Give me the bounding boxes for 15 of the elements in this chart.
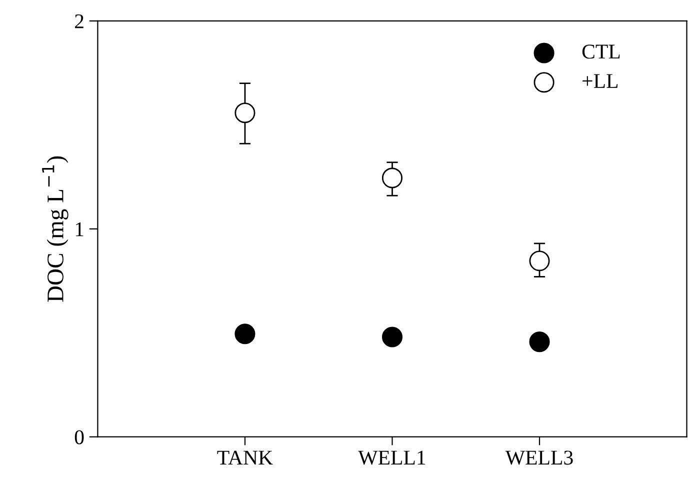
- point: [234, 102, 256, 124]
- point: [529, 332, 550, 352]
- point: [382, 326, 403, 348]
- x-tick-label: WELL3: [505, 450, 573, 465]
- y-tick-label: 2: [75, 14, 84, 28]
- x-tick-label: WELL1: [358, 450, 426, 465]
- x-tick-label: TANK: [217, 450, 273, 464]
- point: [382, 168, 403, 188]
- y-axis-title: DOC (mg L$^{−1}$): [42, 156, 68, 302]
- y-tick-label: 1: [76, 222, 84, 236]
- point: [234, 324, 256, 344]
- legend-label: CTL: [582, 44, 620, 59]
- point: [529, 250, 550, 272]
- legend-label: +LL: [582, 74, 618, 88]
- y-tick-label: 0: [74, 430, 84, 444]
